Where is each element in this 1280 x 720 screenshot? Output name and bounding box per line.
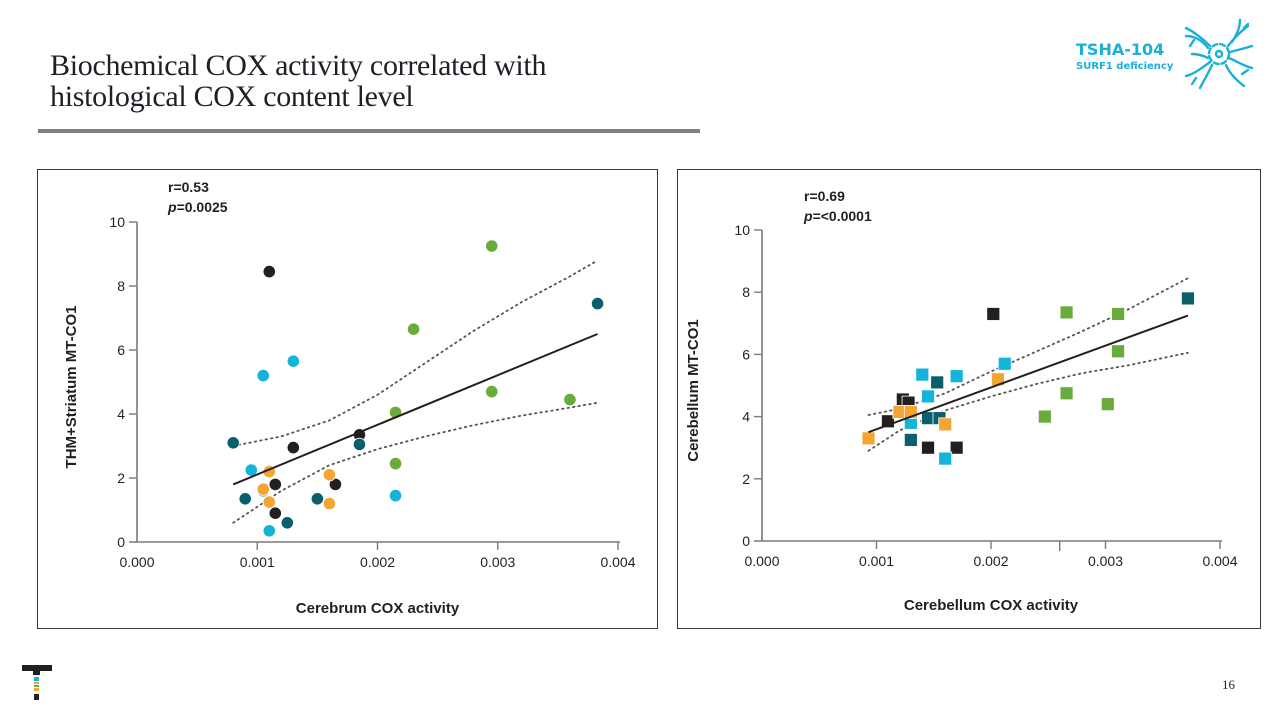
slide-title: Biochemical COX activity correlated with… xyxy=(50,50,690,112)
x-axis-label: Cerebrum COX activity xyxy=(296,600,460,617)
p-value-label: p=0.0025 xyxy=(167,199,228,215)
data-point-black xyxy=(949,440,964,455)
cerebrum-scatter-chart: 0 2 4 6 8 10 0.000 0.001 0.002 0.003 0.004 Cerebrum… xyxy=(63,179,636,617)
data-point-orange xyxy=(262,495,276,509)
x-tick-label: 0.002 xyxy=(360,554,395,570)
data-point-teal xyxy=(352,437,367,451)
y-tick-label: 0 xyxy=(117,534,125,550)
data-point-green xyxy=(1111,307,1125,321)
data-point-cyan xyxy=(388,488,403,503)
data-point-teal xyxy=(930,375,945,390)
data-point-cyan xyxy=(949,369,964,384)
data-point-orange xyxy=(861,431,876,446)
p-value: =<0.0001 xyxy=(813,208,872,224)
data-point-black xyxy=(921,440,935,455)
brand-label: TSHA-104 SURF1 deficiency xyxy=(1076,40,1173,74)
x-axis-label: Cerebellum COX activity xyxy=(904,597,1079,614)
x-tick-label: 0.001 xyxy=(240,554,275,570)
data-point-teal xyxy=(590,297,605,311)
y-tick-label: 4 xyxy=(742,409,750,425)
data-point-black xyxy=(262,265,276,279)
data-point-green xyxy=(1100,397,1115,412)
slide-title-line-2: histological COX content level xyxy=(50,80,414,113)
page-number: 16 xyxy=(1222,677,1235,692)
data-point-orange xyxy=(322,468,336,482)
data-point-teal xyxy=(226,436,240,450)
data-point-cyan xyxy=(262,524,276,538)
p-value: =0.0025 xyxy=(177,199,228,215)
x-tick-label: 0.000 xyxy=(744,553,779,569)
data-point-teal xyxy=(280,516,294,530)
correlation-r-label: r=0.53 xyxy=(168,179,209,195)
cerebellum-chart-panel: 0 2 4 6 8 10 0.000 0.001 0.002 0.003 0.004 Cerebell… xyxy=(677,169,1261,629)
confidence-band-upper xyxy=(232,259,599,447)
y-tick-label: 2 xyxy=(117,470,125,486)
data-point-cyan xyxy=(915,367,930,382)
data-point-teal xyxy=(310,492,324,506)
data-point-cyan xyxy=(286,354,300,368)
y-tick-label: 10 xyxy=(109,214,125,230)
company-t-logo xyxy=(22,665,52,700)
data-point-green xyxy=(563,393,577,407)
x-tick-label: 0.000 xyxy=(119,554,154,570)
y-tick-label: 8 xyxy=(742,284,750,300)
neuron-icon xyxy=(1184,18,1254,90)
data-point-orange xyxy=(322,496,336,511)
brand-name: TSHA-104 xyxy=(1076,40,1165,59)
x-tick-label: 0.004 xyxy=(1202,553,1237,569)
regression-line xyxy=(232,333,598,486)
y-tick-label: 4 xyxy=(117,406,125,422)
y-tick-label: 8 xyxy=(117,278,125,294)
data-point-green xyxy=(406,322,421,336)
data-point-green xyxy=(1059,386,1074,401)
data-point-green xyxy=(1059,305,1074,320)
data-point-black xyxy=(268,477,282,491)
y-tick-label: 6 xyxy=(742,346,750,362)
y-axis-label: Cerebellum MT-CO1 xyxy=(685,319,702,462)
data-point-cyan xyxy=(256,369,270,383)
correlation-r-label: r=0.69 xyxy=(804,188,845,204)
x-tick-label: 0.002 xyxy=(973,553,1008,569)
y-tick-label: 10 xyxy=(734,222,750,238)
x-tick-label: 0.004 xyxy=(600,554,635,570)
data-point-teal xyxy=(238,492,252,506)
x-tick-label: 0.001 xyxy=(859,553,894,569)
p-symbol: p xyxy=(803,208,813,224)
data-point-green xyxy=(1037,409,1052,424)
data-point-teal xyxy=(903,433,918,447)
data-point-cyan xyxy=(921,389,935,404)
confidence-band-upper xyxy=(867,277,1189,416)
slide-title-line-1: Biochemical COX activity correlated with xyxy=(50,49,547,82)
y-axis-label: THM+Striatum MT-CO1 xyxy=(63,306,80,469)
data-point-teal xyxy=(1181,291,1195,306)
y-tick-label: 2 xyxy=(742,471,750,487)
data-point-black xyxy=(986,307,1001,321)
y-tick-label: 6 xyxy=(117,342,125,358)
p-symbol: p xyxy=(167,199,177,215)
data-point-orange xyxy=(938,417,953,432)
data-point-orange xyxy=(256,482,270,496)
data-point-green xyxy=(485,239,499,253)
data-point-black xyxy=(286,440,300,455)
data-point-cyan xyxy=(997,356,1012,371)
cerebrum-chart-panel: 0 2 4 6 8 10 0.000 0.001 0.002 0.003 0.004 Cerebrum… xyxy=(37,169,658,629)
y-tick-label: 0 xyxy=(742,533,750,549)
p-value-label: p=<0.0001 xyxy=(803,208,872,224)
regression-line xyxy=(868,314,1189,434)
data-point-cyan xyxy=(938,451,953,466)
title-divider xyxy=(38,129,700,133)
brand-subtitle: SURF1 deficiency xyxy=(1076,61,1174,72)
cerebellum-scatter-chart: 0 2 4 6 8 10 0.000 0.001 0.002 0.003 0.004 Cerebell… xyxy=(685,188,1238,614)
data-point-black xyxy=(328,477,343,491)
data-point-black xyxy=(268,506,282,520)
data-point-green xyxy=(1111,344,1125,359)
x-tick-label: 0.003 xyxy=(480,554,515,570)
data-point-green xyxy=(485,385,499,399)
x-tick-label: 0.003 xyxy=(1088,553,1123,569)
data-point-green xyxy=(388,456,403,471)
